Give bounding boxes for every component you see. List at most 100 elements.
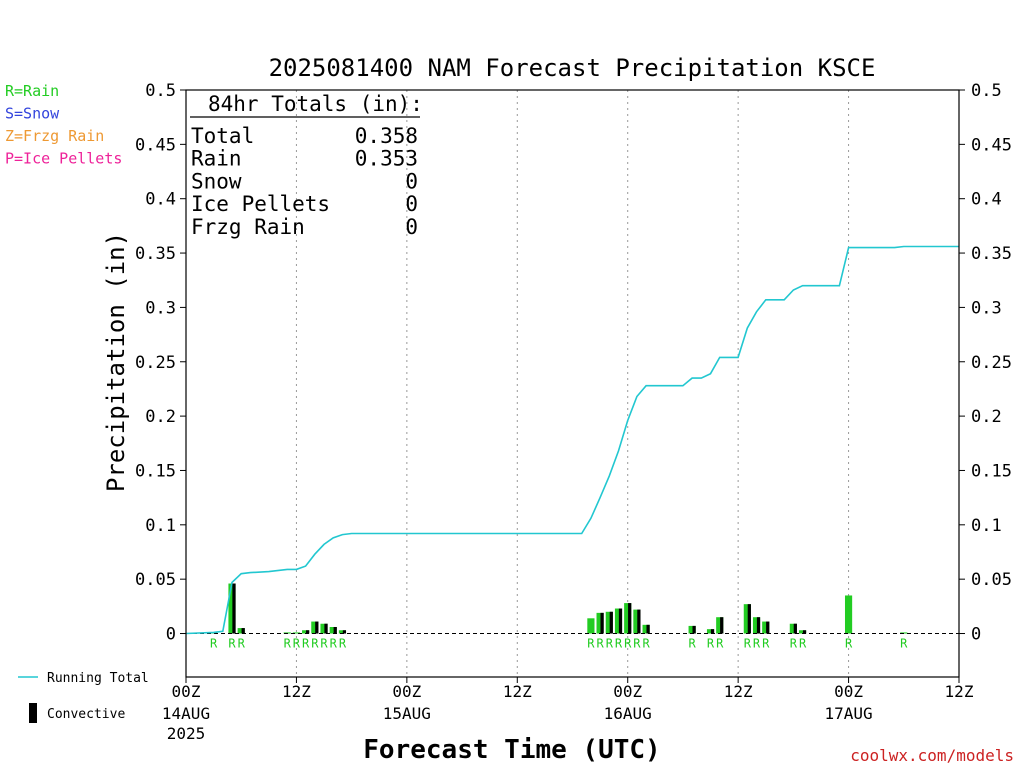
convective-swatch: [29, 703, 37, 723]
precip-bar: [642, 624, 650, 634]
type-label: R: [606, 637, 614, 651]
x-tick-label: 12Z: [503, 682, 532, 701]
convective-bar: [315, 621, 319, 634]
type-label: R: [689, 637, 697, 651]
x-tick-date: 14AUG: [162, 704, 210, 723]
x-tick-date: 17AUG: [824, 704, 872, 723]
y-tick-label: 0.5: [145, 81, 176, 101]
x-tick-label: 12Z: [945, 682, 974, 701]
type-label: R: [799, 637, 807, 651]
precip-bars: [210, 583, 908, 634]
convective-bar: [756, 617, 761, 634]
x-tick-date: 16AUG: [604, 704, 652, 723]
totals-row-value: 0.358: [355, 124, 418, 148]
convective-bar: [747, 604, 751, 634]
x-tick-label: 00Z: [172, 682, 201, 701]
precip-bar: [605, 611, 613, 634]
convective-bar: [305, 630, 310, 634]
totals-row-label: Ice Pellets: [191, 192, 330, 216]
convective-bar: [241, 628, 245, 634]
grid-lines: [295, 90, 850, 677]
y-tick-label: 0.05: [971, 570, 1012, 590]
precip-bar: [688, 625, 696, 634]
type-label: R: [228, 637, 236, 651]
y-tick-label: 0.35: [971, 244, 1012, 264]
precip-bar: [706, 629, 715, 634]
type-label: R: [753, 637, 761, 651]
type-label: R: [302, 637, 310, 651]
type-label: R: [596, 637, 604, 651]
precip-bar: [743, 604, 751, 634]
y-tick-label: 0.2: [971, 407, 1002, 427]
y-tick-label: 0: [971, 625, 981, 645]
precip-bar: [614, 608, 623, 634]
precip-bar: [900, 632, 908, 634]
type-label: R: [643, 637, 651, 651]
totals-row-label: Snow: [191, 169, 242, 193]
y-tick-label: 0.1: [145, 516, 176, 536]
type-label: R: [624, 637, 632, 651]
convective-bar: [802, 630, 807, 634]
y-tick-label: 0.45: [135, 135, 176, 155]
precip-bar: [587, 618, 595, 634]
x-tick-label: 12Z: [282, 682, 311, 701]
precip-bar: [302, 630, 310, 634]
type-legend-item: P=Ice Pellets: [5, 150, 122, 168]
y-tick-label: 0.3: [145, 298, 176, 318]
totals-box: 84hr Totals (in): Total 0.358 Rain 0.353 Sno…: [190, 92, 423, 239]
type-legend-item: Z=Frzg Rain: [5, 127, 104, 145]
type-label: R: [293, 637, 301, 651]
y-tick-label: 0.25: [135, 353, 176, 373]
precip-type-legend: R=Rain S=Snow Z=Frzg Rain P=Ice Pellets: [5, 82, 122, 168]
y-axis-right: 0.5 0.45 0.4 0.35 0.3 0.25 0.2 0.15 0.1 0.05 0: [959, 81, 1012, 645]
precip-bar: [716, 617, 724, 634]
type-label: R: [707, 637, 715, 651]
precip-bar: [329, 626, 337, 634]
type-label: R: [339, 637, 347, 651]
running-total-line: [185, 245, 959, 635]
totals-row-value: 0: [405, 169, 418, 193]
convective-bar: [793, 623, 797, 634]
y-axis-left: 0.5 0.45 0.4 0.35 0.3 0.25 0.2 0.15 0.1 0.05 0: [135, 81, 186, 645]
running-total-legend-label: Running Total: [47, 671, 149, 686]
x-tick-year: 2025: [167, 724, 206, 743]
type-label: R: [790, 637, 798, 651]
x-tick-label: 00Z: [834, 682, 863, 701]
convective-bar: [692, 625, 696, 634]
type-label: R: [744, 637, 752, 651]
y-axis-label: Precipitation (in): [102, 232, 130, 492]
precip-bar: [624, 603, 632, 634]
convective-bar: [646, 624, 650, 634]
x-tick-label: 00Z: [613, 682, 642, 701]
type-legend-item: S=Snow: [5, 105, 60, 123]
convective-bar: [600, 612, 604, 634]
precip-bar: [320, 623, 328, 634]
y-tick-label: 0.5: [971, 81, 1002, 101]
x-axis-label: Forecast Time (UTC): [363, 735, 660, 765]
precip-bar: [633, 609, 641, 634]
type-label: R: [330, 637, 338, 651]
convective-bar: [710, 629, 715, 634]
series-legend: Running Total Convective: [18, 671, 149, 723]
type-label: R: [238, 637, 246, 651]
y-tick-label: 0.3: [971, 298, 1002, 318]
y-tick-label: 0.4: [145, 190, 176, 210]
type-label: R: [284, 637, 292, 651]
precip-bar: [228, 583, 236, 634]
totals-row-label: Rain: [191, 147, 242, 171]
precip-bar: [752, 617, 761, 634]
type-label: R: [716, 637, 724, 651]
y-tick-label: 0.15: [135, 461, 176, 481]
precip-bar: [789, 623, 797, 634]
totals-row-value: 0.353: [355, 147, 418, 171]
precip-bar: [283, 632, 291, 634]
y-tick-label: 0.2: [145, 407, 176, 427]
type-label: R: [900, 637, 908, 651]
y-tick-label: 0.05: [135, 570, 176, 590]
y-tick-label: 0.4: [971, 190, 1002, 210]
convective-bar: [324, 623, 328, 634]
totals-heading: 84hr Totals (in):: [208, 92, 423, 116]
